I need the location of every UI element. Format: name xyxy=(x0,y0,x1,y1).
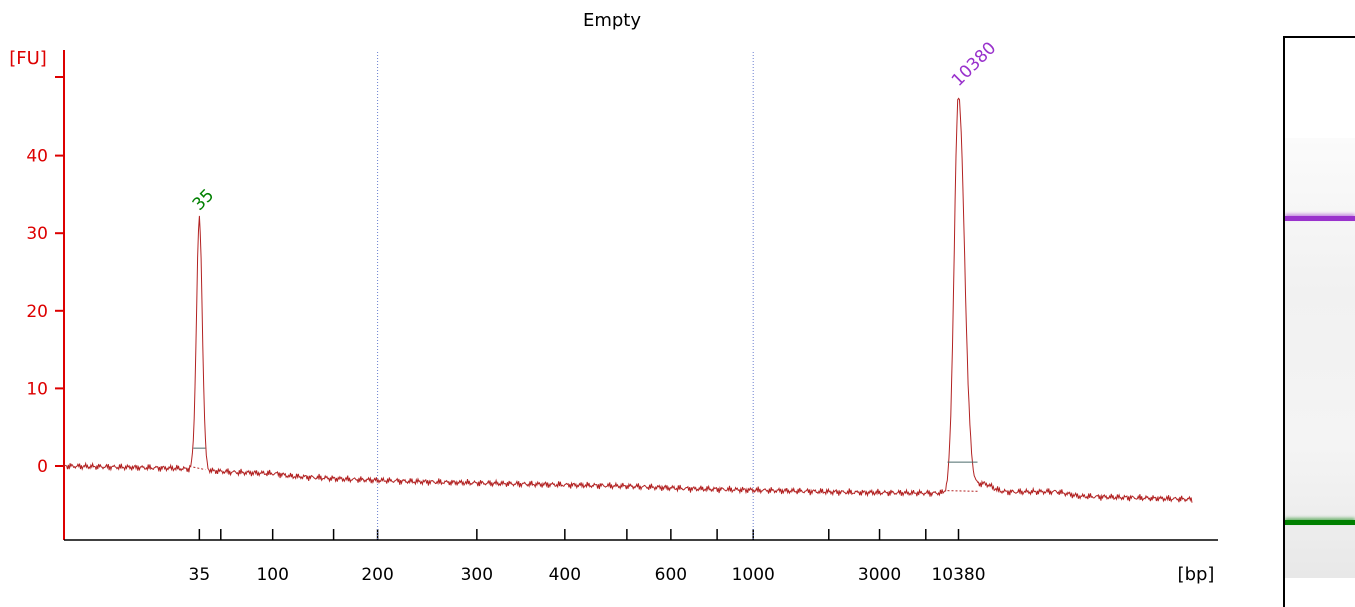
plot-area: 0 10 20 30 40 35 100 200 300 400 600 1000 3000 10380 3… xyxy=(26,38,1218,585)
x-axis-label: [bp] xyxy=(1178,564,1215,585)
x-tick-label: 1000 xyxy=(732,565,775,585)
x-tick-label: 200 xyxy=(361,565,393,585)
trace-line xyxy=(63,97,1193,503)
y-tick-label: 30 xyxy=(26,224,48,244)
y-tick-label: 0 xyxy=(37,457,48,477)
x-tick-label: 10380 xyxy=(931,565,985,585)
peak-baseline xyxy=(947,490,978,492)
y-tick-label: 20 xyxy=(26,302,48,322)
gel-band xyxy=(1285,520,1355,525)
x-tick-label: 35 xyxy=(189,565,211,585)
gel-lane xyxy=(1283,36,1355,607)
x-tick-label: 300 xyxy=(461,565,493,585)
x-tick-label: 400 xyxy=(549,565,581,585)
y-axis-label: [FU] xyxy=(9,48,47,69)
peak-label: 35 xyxy=(189,185,218,214)
peak-baseline xyxy=(193,466,206,471)
gel-lane-background xyxy=(1285,138,1355,578)
peak-label: 10380 xyxy=(948,38,1000,90)
y-tick-label: 40 xyxy=(26,147,48,167)
x-tick-label: 3000 xyxy=(858,565,901,585)
gel-band xyxy=(1285,216,1355,221)
electropherogram-chart: Empty [FU] [bp] 0 10 20 30 40 35 100 200 300 400 6… xyxy=(9,10,1218,585)
y-tick-label: 10 xyxy=(26,379,48,399)
x-tick-label: 100 xyxy=(256,565,288,585)
x-tick-label: 600 xyxy=(655,565,687,585)
chart-title: Empty xyxy=(583,10,641,31)
